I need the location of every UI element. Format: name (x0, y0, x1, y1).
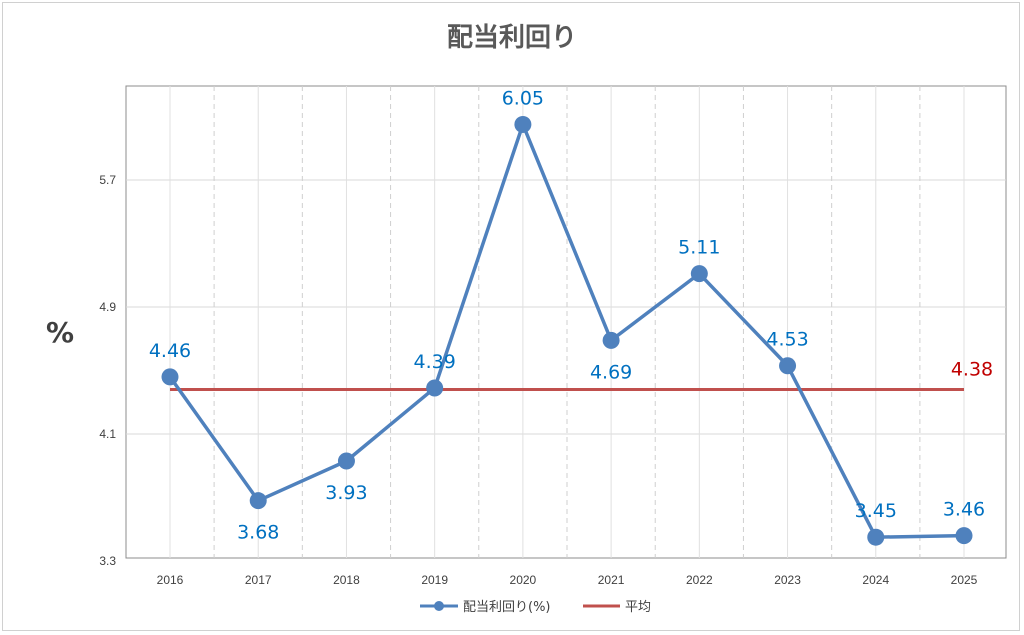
data-label: 3.68 (237, 522, 279, 544)
x-tick-label: 2025 (951, 573, 978, 587)
x-axis-ticks: 2016 2017 2018 2019 2020 2021 2022 2023 2024 2025 (157, 573, 978, 587)
legend: 配当利回り(%) 平均 (420, 600, 651, 615)
average-data-label: 4.38 (951, 359, 993, 381)
x-tick-label: 2021 (598, 573, 625, 587)
y-axis-ticks: 3.3 4.1 4.9 5.7 (99, 173, 116, 568)
plot-area (125, 85, 1007, 559)
y-axis-label: % (46, 316, 74, 349)
y-tick-label: 4.9 (99, 300, 116, 314)
y-tick-label: 3.3 (99, 554, 116, 568)
data-point (337, 452, 355, 470)
data-point (161, 368, 179, 386)
data-label: 4.39 (414, 351, 456, 373)
data-point (249, 492, 267, 510)
data-point (779, 357, 797, 375)
x-tick-label: 2023 (774, 573, 801, 587)
data-point (426, 379, 444, 397)
data-label: 3.93 (325, 482, 367, 504)
gridlines (126, 86, 1006, 558)
data-label: 4.53 (766, 329, 808, 351)
data-point (955, 527, 973, 545)
legend-label-average: 平均 (625, 600, 651, 615)
data-point (690, 265, 708, 283)
y-tick-label: 4.1 (99, 427, 116, 441)
dividend-yield-series: 4.46 3.68 3.93 4.39 6.05 4.69 5.11 4.53 3.45 3.46 (149, 87, 985, 546)
data-point (514, 115, 532, 133)
data-label: 3.45 (855, 500, 897, 522)
x-tick-label: 2018 (333, 573, 360, 587)
x-tick-label: 2019 (421, 573, 448, 587)
data-point (867, 528, 885, 546)
data-label: 5.11 (678, 237, 720, 259)
data-label: 4.69 (590, 361, 632, 383)
series-line (168, 122, 965, 539)
data-point (602, 331, 620, 349)
legend-marker-dividend-yield (434, 601, 444, 611)
x-tick-label: 2020 (510, 573, 537, 587)
chart-title: 配当利回り (447, 23, 577, 53)
x-tick-label: 2016 (157, 573, 184, 587)
x-tick-label: 2022 (686, 573, 713, 587)
legend-label-dividend-yield: 配当利回り(%) (463, 600, 551, 615)
x-tick-label: 2024 (862, 573, 889, 587)
data-label: 3.46 (943, 499, 985, 521)
data-label: 4.46 (149, 340, 191, 362)
average-series: 4.38 (170, 359, 993, 392)
data-label: 6.05 (502, 87, 544, 109)
y-tick-label: 5.7 (99, 173, 116, 187)
x-tick-label: 2017 (245, 573, 272, 587)
